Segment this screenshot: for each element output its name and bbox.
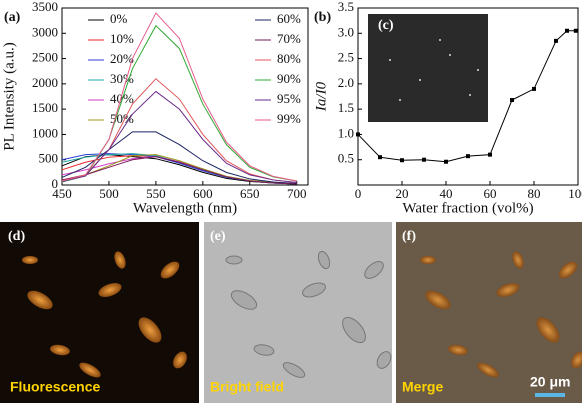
y-axis-label: Ia/I0: [313, 81, 329, 112]
marker: [488, 153, 492, 157]
scale-label: 20 μm: [530, 374, 570, 390]
y-tick-label: 0.5: [338, 151, 354, 166]
marker: [532, 87, 536, 91]
y-tick-label: 2.5: [338, 50, 354, 65]
x-tick-label: 100: [568, 186, 582, 201]
panel-label: (a): [4, 10, 21, 25]
marker: [565, 29, 569, 33]
y-tick-label: 2.0: [338, 75, 354, 90]
marker: [554, 39, 558, 43]
figure: (c) (d) (e) (f) Fluorescence Bright fiel…: [0, 0, 582, 403]
legend-label: 90%: [277, 71, 301, 86]
marker: [422, 158, 426, 162]
y-tick-label: 1000: [32, 125, 58, 140]
x-tick-label: 550: [146, 186, 166, 201]
marker: [356, 132, 360, 136]
x-axis-label: Wavelength (nm): [133, 200, 237, 216]
x-axis-label: Water fraction (vol%): [402, 200, 533, 216]
x-tick-label: 500: [99, 186, 119, 201]
x-tick-label: 60: [484, 186, 497, 201]
series-line: [62, 91, 297, 182]
y-tick-label: 1.5: [338, 100, 354, 115]
legend-label: 95%: [277, 91, 301, 106]
y-tick-label: 3500: [32, 0, 58, 14]
y-tick-label: 3000: [32, 24, 58, 39]
legend-label: 80%: [277, 51, 301, 66]
marker: [466, 154, 470, 158]
panel-label: (f): [402, 229, 416, 244]
cell: [22, 256, 38, 264]
inset-label: (c): [378, 18, 394, 33]
y-tick-label: 500: [39, 151, 59, 166]
legend-label: 99%: [277, 111, 301, 126]
legend-label: 10%: [110, 31, 134, 46]
x-tick-label: 650: [240, 186, 260, 201]
x-tick-label: 0: [355, 186, 362, 201]
legend-label: 60%: [277, 11, 301, 26]
x-tick-label: 40: [440, 186, 453, 201]
y-axis-label: PL Intensity (a.u.): [1, 42, 17, 151]
marker: [510, 98, 514, 102]
marker: [400, 158, 404, 162]
caption: Merge: [402, 379, 443, 395]
y-tick-label: 2000: [32, 75, 58, 90]
legend-label: 70%: [277, 31, 301, 46]
y-tick-label: 3.5: [338, 0, 354, 14]
x-tick-label: 600: [193, 186, 213, 201]
x-tick-label: 20: [396, 186, 409, 201]
marker: [378, 155, 382, 159]
marker: [574, 29, 578, 33]
x-tick-label: 700: [287, 186, 307, 201]
page: (c) (d) (e) (f) Fluorescence Bright fiel…: [0, 0, 582, 403]
cell: [226, 256, 242, 264]
legend-label: 0%: [110, 11, 128, 26]
cell: [420, 256, 436, 264]
panel-label: (e): [210, 229, 226, 244]
scale-bar: [535, 393, 565, 397]
plot-frame: [62, 8, 308, 185]
caption: Bright field: [210, 379, 284, 395]
y-tick-label: 1500: [32, 100, 58, 115]
marker: [444, 160, 448, 164]
panel-label: (d): [8, 229, 25, 244]
y-tick-label: 3.0: [338, 24, 354, 39]
x-tick-label: 80: [528, 186, 541, 201]
caption: Fluorescence: [10, 379, 100, 395]
y-tick-label: 0: [52, 176, 59, 191]
panel-label: (b): [314, 10, 331, 25]
series-line: [62, 26, 297, 182]
y-tick-label: 1.0: [338, 125, 354, 140]
legend-label: 20%: [110, 51, 134, 66]
y-tick-label: 2500: [32, 50, 58, 65]
